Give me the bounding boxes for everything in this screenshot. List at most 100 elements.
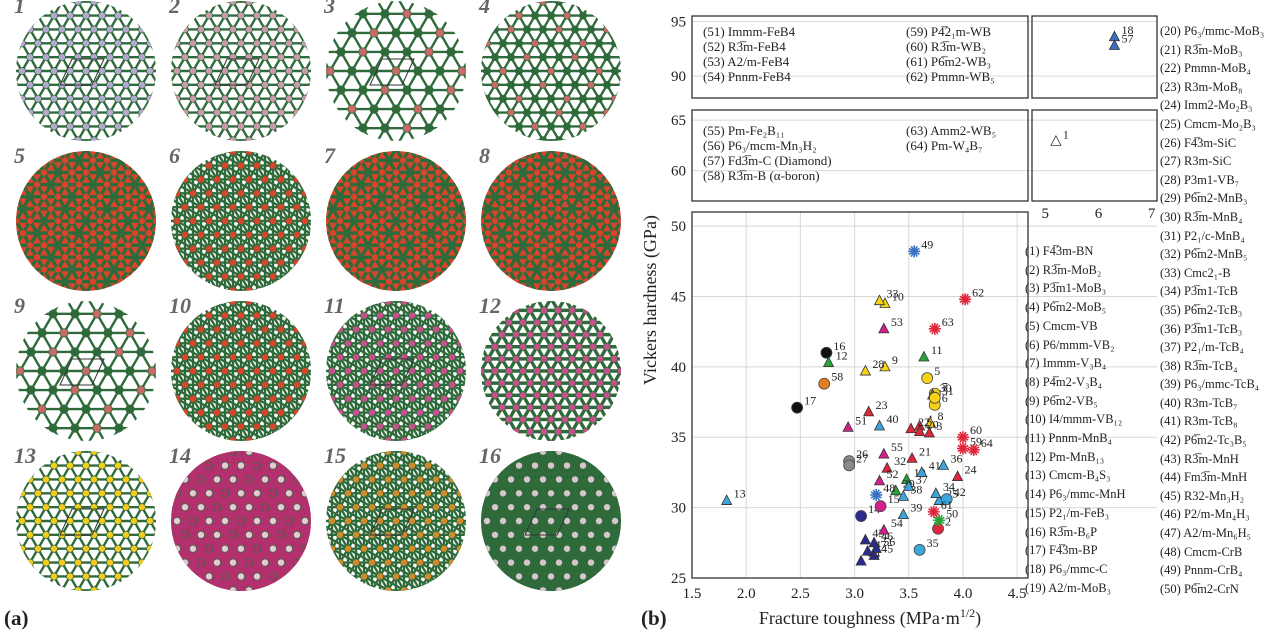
x-axis-label: Fracture toughness (MPa·m1/2) [759,606,981,629]
legend-entry: (64) Pm-W₄B₇ [906,138,983,153]
point-label: 50 [946,506,958,520]
point-label: 55 [891,440,903,454]
structure-tiles-svg [16,1,621,591]
point-label: 18 [1121,23,1133,37]
x-tick-label: 3.0 [845,586,864,602]
point-12 [822,356,835,368]
legend-entry: (21) R3̅m-MoB₃ [1160,42,1243,57]
point-label: 62 [972,285,984,299]
legend-entry: (46) P2/m-Mn₄H₃ [1160,507,1250,522]
legend-entry: (20) P6₃/mmc-MoB₃ [1160,24,1265,38]
tile-number: 16 [479,443,501,468]
legend-entry: (37) P2₁/m-TcB₄ [1160,340,1244,355]
point-38 [897,489,910,501]
legend-entry: (9) P6̅m2-VB₅ [1025,393,1098,408]
point-56 [870,542,882,553]
point-52 [873,474,886,486]
point-60 [956,431,969,444]
y-tick-label: 35 [671,430,686,446]
legend-entry: (2) R3̅m-MoB₂ [1025,262,1102,277]
tile-number: 15 [324,443,346,468]
crystal-structure-tile [16,301,156,441]
legend-entry: (18) P6₃/mmc-C [1025,561,1108,576]
point-label: 34 [943,480,955,494]
point-label: 10 [892,290,904,304]
legend-entry: (55) Pm-Fe₂B₁₁ [703,123,785,138]
inset-x-tick-label: 7 [1148,206,1156,222]
point-label: 17 [804,394,816,408]
legend-entry: (48) Cmcm-CrB [1160,544,1243,559]
y-tick-label: 95 [671,14,686,30]
point-label: 15 [888,492,900,506]
point-label: 39 [910,501,922,515]
point-label: 11 [931,343,943,357]
point-59 [956,442,969,455]
point-label: 13 [734,487,746,501]
point-17 [791,401,804,414]
y-tick-label: 45 [671,289,686,305]
point-40 [873,419,886,431]
legend-entry: (50) P6̅m2-CrN [1160,581,1239,596]
inset-x-tick-label: 6 [1095,206,1103,222]
legend-entry: (38) R3̅m-TcB₄ [1160,358,1238,373]
legend-entry: (41) R3m-TcB₈ [1160,414,1238,429]
point-label: 28 [872,357,884,371]
point-43 [859,533,872,545]
point-22 [905,422,917,434]
point-label: 54 [891,516,903,530]
point-23 [863,405,875,417]
legend-entry: (42) P6̅m2-Tc₃B₅ [1160,433,1247,448]
point-50 [933,514,946,527]
tile-number: 10 [169,293,191,318]
legend-entry: (62) Pmmn-WB₅ [906,69,995,84]
tile-number: 13 [14,443,36,468]
legend-entry: (44) Fm3̅m-MnH [1160,470,1248,485]
point-label: 33 [887,287,899,301]
legend-entry: (49) Pnnm-CrB₄ [1160,563,1243,578]
point-label: 64 [981,436,993,450]
point-16 [820,346,833,359]
legend-entry: (10) I4/mmm-VB₁₂ [1025,412,1123,427]
point-label: 59 [970,434,982,448]
legend-entry: (60) R3̅m-WB₂ [906,39,986,54]
point-label: 27 [856,451,868,465]
point-label: 16 [833,339,845,353]
x-tick-label: 2.5 [791,586,810,602]
point-47 [861,544,874,556]
legend-entry: (58) R3̅m-B (α-boron) [703,168,820,183]
legend-entry: (33) Cmc2₁-B [1160,265,1231,280]
legend-entry: (27) R3m-SiC [1160,154,1232,169]
legend-entry: (11) Pnnm-MnB₄ [1025,431,1112,446]
point-58 [818,377,831,390]
crystal-structure-tile [171,1,311,141]
legend-entry: (1) F4̅3m-BN [1025,244,1094,258]
legend-entry: (15) P2₁/m-FeB₃ [1025,505,1110,520]
tile-number: 1 [14,0,25,18]
point-label: 45 [881,541,893,555]
point-37 [903,480,915,491]
legend-entry: (6) P6/mmm-VB₂ [1025,337,1115,352]
point-53 [878,322,890,334]
tile-number: 11 [324,293,345,318]
point-44 [855,554,867,566]
point-21 [906,451,918,463]
x-tick-label: 4.0 [954,586,973,602]
legend-inner: (1) F4̅3m-BN (2) R3̅m-MoB₂ (3) P3̅m1-MoB₃ (… [1025,242,1126,597]
legend-entry: (32) P6̅m2-MnB₅ [1160,247,1248,262]
legend-mid-left: (55) Pm-Fe₂B₁₁ (56) P6₃/mcm-Mn₃H₂ (57) F… [703,123,832,183]
x-tick-label: 4.5 [1008,586,1027,602]
point-41 [916,466,928,477]
legend-entry: (35) P6̅m2-TcB₃ [1160,302,1243,317]
point-29 [890,484,902,496]
point-label: 41 [929,458,941,472]
point-39 [897,508,910,520]
legend-entry: (29) P6̅m2-MnB₃ [1160,191,1248,206]
legend-entry: (26) F4̅3m-SiC [1160,135,1237,150]
point-32 [881,461,893,473]
legend-entry: (25) Cmcm-Mo₂B₃ [1160,116,1256,131]
legend-top-right: (59) P4̅2₁m-WB (60) R3̅m-WB₂ (61) P6̅m2-… [906,24,995,84]
y-tick-label: 25 [671,571,686,587]
legend-entry: (14) P6₃/mmc-MnH [1025,487,1126,502]
tile-number: 12 [479,293,501,318]
point-1 [1050,134,1062,146]
